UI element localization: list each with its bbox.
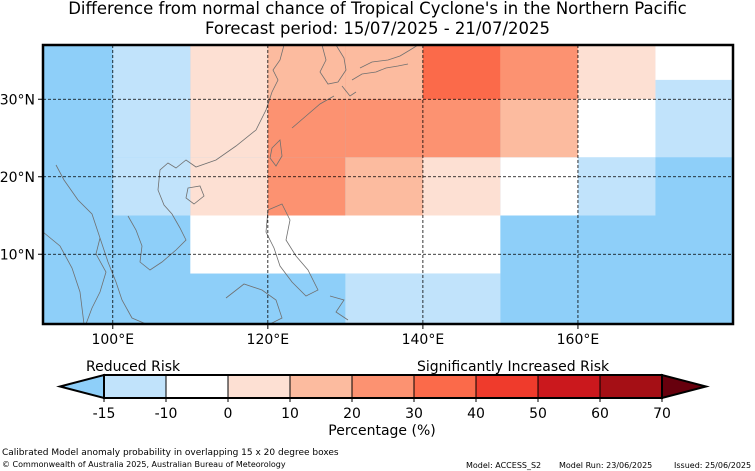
colorbar-segment <box>227 374 291 399</box>
colorbar-segment <box>103 374 167 399</box>
risk-cell <box>345 45 423 100</box>
lon-axis: 100°E 120°E 140°E 160°E <box>91 324 599 348</box>
colorbar-tick-label: 40 <box>467 406 485 422</box>
risk-cell <box>500 157 578 216</box>
footer-caption: Calibrated Model anomaly probability in … <box>2 448 339 458</box>
colorbar-segment <box>475 374 539 399</box>
risk-cell <box>267 45 346 100</box>
lon-tick-label: 160°E <box>557 332 600 348</box>
colorbar-segment <box>165 374 229 399</box>
risk-cells <box>43 45 733 324</box>
lon-tick-label: 120°E <box>247 332 290 348</box>
coastlines <box>43 45 419 324</box>
colorbar-tick-label: 20 <box>343 406 361 422</box>
footer-model: Model: ACCESS_S2 <box>466 461 542 470</box>
colorbar-tick-label: 50 <box>529 406 547 422</box>
risk-cell <box>500 215 733 324</box>
colorbar-segment <box>413 374 477 399</box>
colorbar-outline <box>103 374 663 399</box>
lat-tick-label: 30°N <box>0 92 35 108</box>
reduced-risk-label: Reduced Risk <box>86 359 181 375</box>
colorbar-tick-label: 10 <box>281 406 299 422</box>
colorbar-tick-label: 0 <box>224 406 233 422</box>
risk-cell <box>43 45 113 158</box>
lon-tick-label: 100°E <box>91 332 134 348</box>
lat-tick-label: 20°N <box>0 170 35 186</box>
colorbar-tick-label: -15 <box>93 406 116 422</box>
footer-copyright: © Commonwealth of Australia 2025, Austra… <box>2 460 286 469</box>
colorbar-tick-label: 60 <box>591 406 609 422</box>
map-title: Difference from normal chance of Tropica… <box>68 0 687 18</box>
risk-cell <box>500 45 578 100</box>
increased-risk-label: Significantly Increased Risk <box>417 359 610 375</box>
lon-tick-label: 140°E <box>402 332 445 348</box>
forecast-period: Forecast period: 15/07/2025 - 21/07/2025 <box>204 19 551 38</box>
colorbar-extend-low <box>56 373 105 400</box>
risk-cell <box>655 45 733 80</box>
lat-axis: 30°N 20°N 10°N <box>0 92 43 263</box>
risk-cell <box>190 157 268 216</box>
lat-tick-label: 10°N <box>0 247 35 263</box>
footer-model-run: Model Run: 23/06/2025 <box>559 461 653 470</box>
colorbar-extend-high <box>661 373 710 400</box>
colorbar-tick-label: 70 <box>653 406 671 422</box>
risk-cell <box>422 157 501 216</box>
risk-cell <box>43 157 113 216</box>
colorbar-tick-label: 30 <box>405 406 423 422</box>
colorbar-xlabel: Percentage (%) <box>328 423 435 439</box>
footer-issued: Issued: 25/06/2025 <box>674 461 752 470</box>
colorbar-segment <box>351 374 415 399</box>
risk-cell <box>422 45 501 100</box>
colorbar: -15 -10 0 10 20 30 40 50 60 70 <box>56 373 710 422</box>
colorbar-segment <box>289 374 353 399</box>
colorbar-tick-label: -10 <box>155 406 178 422</box>
risk-cell <box>190 45 268 158</box>
map-frame <box>41 43 735 326</box>
colorbar-segment <box>599 374 663 399</box>
risk-cell <box>655 157 733 216</box>
risk-cell <box>577 45 656 100</box>
risk-cell <box>112 45 191 158</box>
colorbar-segment <box>537 374 601 399</box>
risk-cell <box>267 157 346 216</box>
risk-cell <box>577 157 656 216</box>
risk-cell <box>43 215 191 324</box>
risk-cell <box>190 215 501 274</box>
map-graticule <box>43 45 733 324</box>
risk-cell <box>345 157 423 216</box>
